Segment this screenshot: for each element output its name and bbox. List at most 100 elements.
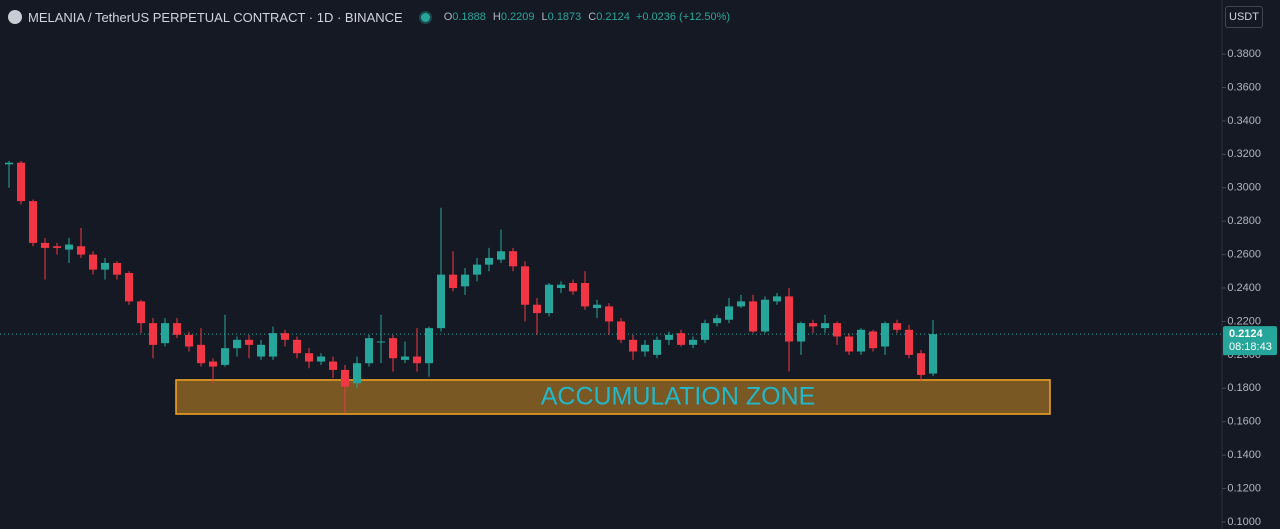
candle-body — [5, 162, 13, 165]
candle-body — [365, 338, 373, 364]
y-tick-label: 0.2400 — [1227, 282, 1261, 294]
y-tick-label: 0.1000 — [1227, 516, 1261, 528]
candle-body — [29, 201, 37, 243]
market-status — [420, 12, 430, 22]
countdown: 08:18:43 — [1229, 341, 1272, 353]
candle-body — [161, 323, 169, 344]
ohlc-legend: O0.1888 H0.2209 L0.1873 C0.2124 — [444, 11, 630, 23]
candle-body — [665, 334, 673, 340]
candle-body — [605, 306, 613, 322]
candle-body — [89, 254, 97, 270]
candle-body — [677, 333, 685, 345]
candle-body — [713, 318, 721, 324]
candle-body — [701, 323, 709, 340]
candle-body — [581, 283, 589, 307]
candle-body — [173, 323, 181, 335]
ohlc-item: C0.2124 — [588, 11, 630, 23]
change: +0.0236 (+12.50%) — [635, 11, 731, 23]
ohlc-key: C — [588, 11, 597, 23]
y-tick-label: 0.3400 — [1227, 115, 1261, 127]
ohlc-key: O — [443, 11, 453, 23]
currency-button[interactable]: USDT — [1225, 6, 1263, 28]
candle-body — [401, 356, 409, 360]
candle-body — [533, 304, 541, 314]
candle-body — [41, 242, 49, 248]
candle-body — [149, 323, 157, 345]
y-tick-label: 0.1600 — [1227, 416, 1261, 428]
header: MELANIA / TetherUS PERPETUAL CONTRACT · … — [8, 8, 730, 26]
candle-body — [497, 251, 505, 260]
candle-body — [209, 361, 217, 367]
ohlc-key: L — [541, 11, 548, 23]
candle-body — [329, 361, 337, 370]
candle-body — [725, 306, 733, 320]
last-price-box — [1223, 326, 1277, 356]
candle-body — [257, 344, 265, 357]
y-tick-label: 0.2800 — [1227, 215, 1261, 227]
candle-body — [509, 251, 517, 267]
candle-body — [305, 353, 313, 362]
candle-body — [833, 323, 841, 337]
candle-body — [125, 272, 133, 302]
candle-body — [65, 244, 73, 250]
candle-body — [317, 356, 325, 362]
candle-body — [917, 353, 925, 375]
candle-body — [797, 323, 805, 342]
ohlc-key: H — [492, 11, 501, 23]
candle-body — [413, 356, 421, 364]
candle-body — [521, 266, 529, 305]
y-tick-label: 0.3200 — [1227, 148, 1261, 160]
candle-body — [821, 323, 829, 329]
candle-body — [473, 264, 481, 275]
candle-body — [905, 329, 913, 355]
candle-body — [101, 262, 109, 270]
candle-body — [749, 301, 757, 332]
candle-body — [629, 339, 637, 352]
candle-body — [641, 344, 649, 352]
candle-body — [617, 321, 625, 340]
candle-body — [341, 369, 349, 387]
ohlc-value: 0.1888 — [452, 11, 486, 23]
candle-body — [449, 274, 457, 289]
candle-body — [353, 363, 361, 384]
candle-body — [569, 283, 577, 292]
y-tick-label: 0.3600 — [1227, 81, 1261, 93]
ohlc-item: O0.1888 — [444, 11, 486, 23]
chart-title[interactable]: MELANIA / TetherUS PERPETUAL CONTRACT · … — [28, 9, 403, 25]
candle-body — [893, 323, 901, 330]
candle-body — [377, 341, 385, 343]
candle-body — [293, 339, 301, 354]
candle-body — [857, 329, 865, 352]
candle-body — [437, 274, 445, 329]
y-tick-label: 0.3800 — [1227, 48, 1261, 60]
ohlc-value: 0.1873 — [547, 11, 582, 23]
candle-body — [233, 339, 241, 349]
y-tick-label: 0.2200 — [1227, 315, 1261, 327]
accumulation-zone — [175, 379, 1051, 415]
candle-body — [17, 162, 25, 202]
candle-body — [593, 304, 601, 309]
candle-body — [737, 301, 745, 307]
candle-body — [425, 328, 433, 364]
candle-body — [845, 336, 853, 352]
candle-body — [809, 323, 817, 327]
zone-label: ACCUMULATION ZONE — [541, 383, 816, 411]
y-tick-label: 0.1200 — [1227, 482, 1261, 494]
ohlc-item: L0.1873 — [542, 11, 582, 23]
candle-body — [773, 296, 781, 302]
candle-body — [185, 334, 193, 347]
candle-body — [689, 339, 697, 345]
y-tick-label: 0.2600 — [1227, 249, 1261, 261]
candle-body — [53, 246, 61, 248]
candle-body — [557, 284, 565, 289]
candle-body — [653, 339, 661, 355]
symbol-logo — [8, 10, 22, 24]
candle-body — [485, 257, 493, 265]
candle-body — [113, 262, 121, 275]
candle-body — [221, 348, 229, 365]
y-tick-label: 0.1800 — [1227, 382, 1261, 394]
candle-body — [137, 301, 145, 324]
candle-body — [785, 296, 793, 342]
candle-body — [245, 339, 253, 345]
